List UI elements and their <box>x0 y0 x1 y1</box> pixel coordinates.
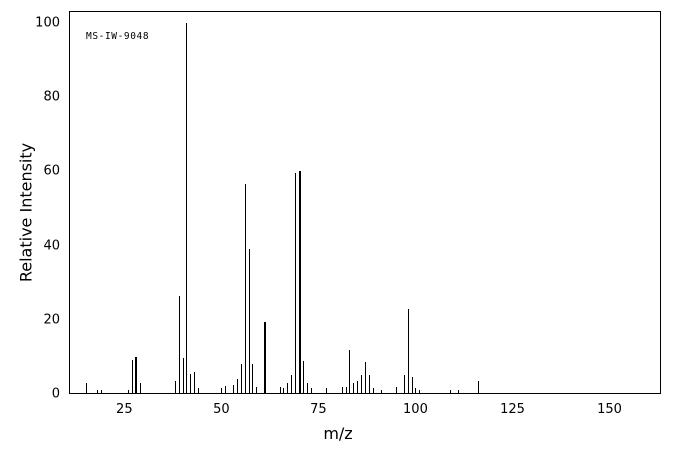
spectrum-peak <box>178 295 180 394</box>
spectrum-peak <box>357 381 359 394</box>
spectrum-peak <box>411 377 413 394</box>
spectrum-peak <box>380 389 382 394</box>
spectrum-peak <box>186 23 188 394</box>
y-axis: 0 20 40 60 80 100 <box>0 0 60 455</box>
spectrum-peak <box>97 389 99 394</box>
spectrum-peak <box>236 379 238 394</box>
spectrum-peak <box>368 375 370 394</box>
spectrum-peaks <box>70 12 660 394</box>
spectrum-peak <box>240 364 242 394</box>
spectrum-peak <box>477 381 479 394</box>
spectrum-peak <box>396 386 398 394</box>
spectrum-peak <box>174 381 176 394</box>
spectrum-peak <box>283 388 285 394</box>
spectrum-peak <box>407 308 409 394</box>
spectrum-peak <box>225 385 227 394</box>
spectrum-peak <box>302 360 304 394</box>
spectrum-peak <box>365 362 366 394</box>
x-axis: 25 50 75 100 125 150 <box>0 0 676 417</box>
spectrum-peak <box>248 249 250 394</box>
spectrum-peak <box>349 349 351 394</box>
spectrum-peak <box>182 357 184 394</box>
spectrum-peak <box>139 382 141 394</box>
spectrum-peak <box>128 389 130 394</box>
spectrum-peak <box>135 356 138 394</box>
spectrum-peak <box>263 321 266 394</box>
x-axis-tick-label: 25 <box>116 402 133 417</box>
spectrum-peak <box>458 390 460 394</box>
x-axis-title: m/z <box>323 424 353 443</box>
x-axis-tick-label: 75 <box>310 402 327 417</box>
spectrum-peak <box>419 390 421 394</box>
spectrum-peak <box>190 373 192 394</box>
spectrum-peak <box>415 388 417 394</box>
spectrum-peak <box>291 375 293 394</box>
spectrum-peak <box>287 382 289 394</box>
spectrum-peak <box>101 390 103 394</box>
spectrum-peak <box>194 371 196 394</box>
spectrum-peak <box>221 388 223 394</box>
spectrum-peak <box>233 384 235 394</box>
y-axis-tick-label: 100 <box>35 15 60 31</box>
y-axis-tick <box>0 10 7 11</box>
y-axis-tick-label: 40 <box>43 238 60 254</box>
spectrum-peak <box>295 173 297 394</box>
spectrum-peak <box>256 386 258 394</box>
x-axis-tick-label: 125 <box>500 402 525 417</box>
spectrum-peak <box>132 359 134 394</box>
spectrum-peak <box>198 388 200 394</box>
spectrum-peak <box>326 388 328 394</box>
spectrum-peak <box>298 171 301 394</box>
spectrum-peak <box>341 386 343 394</box>
spectrum-peak <box>279 386 281 394</box>
spectrum-peak <box>252 364 254 394</box>
sample-id-annotation: MS-IW-9048 <box>86 31 150 42</box>
y-axis-tick-label: 80 <box>43 89 60 105</box>
spectrum-peak <box>306 382 308 394</box>
spectrum-peak <box>310 388 312 394</box>
spectrum-peak <box>361 375 363 394</box>
spectrum-peak <box>244 184 246 394</box>
x-axis-tick-label: 150 <box>597 402 622 417</box>
y-axis-tick-label: 20 <box>43 312 60 328</box>
spectrum-peak <box>403 375 405 394</box>
y-axis-tick-label: 60 <box>43 163 60 179</box>
y-axis-tick-label: 0 <box>51 386 60 402</box>
spectrum-peak <box>353 382 355 394</box>
x-axis-tick-label: 50 <box>213 402 230 417</box>
spectrum-peak <box>372 388 374 394</box>
spectrum-peak <box>85 382 87 394</box>
x-axis-tick-label: 100 <box>403 402 428 417</box>
spectrum-peak <box>450 390 452 394</box>
y-axis-title: Relative Intensity <box>16 142 36 283</box>
spectrum-peak <box>345 386 347 394</box>
plot-area-frame <box>69 11 661 394</box>
